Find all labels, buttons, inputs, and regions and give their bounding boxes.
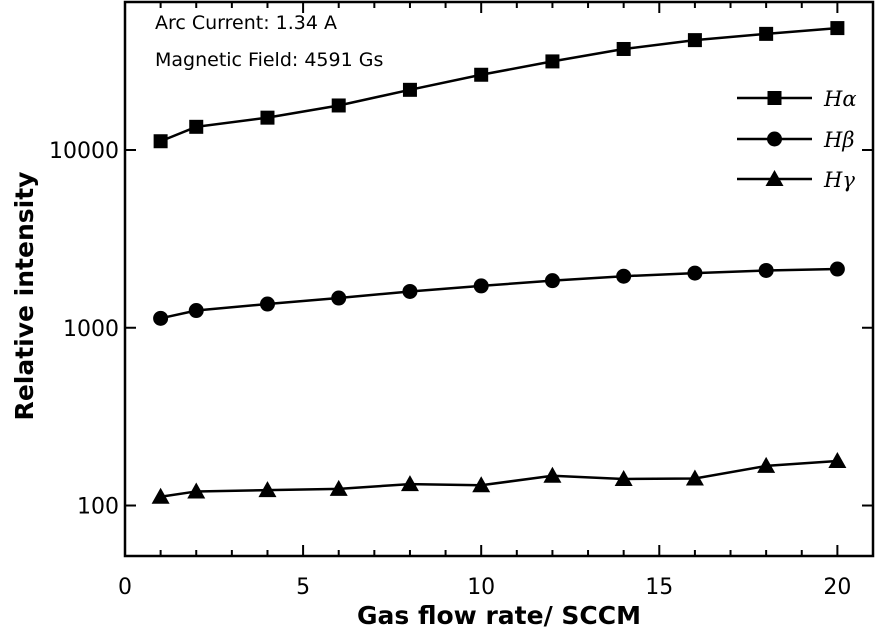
data-point [402, 82, 417, 97]
data-point [151, 487, 170, 504]
data-point [830, 21, 845, 36]
series-line [160, 267, 838, 320]
data-point [400, 475, 419, 492]
data-point [687, 265, 703, 281]
data-point [616, 41, 631, 56]
data-point [544, 273, 560, 289]
data-point [828, 452, 847, 469]
series-square [153, 21, 845, 149]
x-tick-label: 5 [296, 575, 310, 600]
x-tick-label: 0 [118, 575, 132, 600]
x-tick-label: 20 [823, 575, 851, 600]
data-point [188, 303, 204, 319]
data-point [402, 283, 418, 299]
x-axis-ticks: 0 5 10 15 20 [118, 2, 851, 600]
y-tick-label: 1000 [63, 317, 119, 342]
annotation-magnetic-field: Magnetic Field: 4591 Gs [155, 49, 383, 71]
series-layer [151, 21, 847, 504]
data-point [331, 98, 346, 113]
data-point [687, 33, 702, 48]
data-point [472, 476, 491, 493]
legend-marker [767, 91, 782, 105]
data-point [153, 134, 168, 149]
data-point [153, 310, 169, 326]
data-point [189, 119, 204, 134]
legend-label: Hγ [823, 168, 855, 192]
x-tick-label: 10 [467, 575, 495, 600]
legend: Hα Hβ Hγ [737, 87, 857, 192]
y-axis-title: Relative intensity [10, 172, 39, 421]
series-circle [153, 261, 845, 326]
data-point [757, 456, 776, 473]
data-point [758, 262, 774, 278]
data-point [260, 110, 275, 125]
legend-label: Hα [823, 87, 857, 111]
data-point [545, 54, 560, 69]
data-point [614, 469, 633, 486]
series-triangle [151, 452, 847, 504]
data-point [473, 278, 489, 294]
data-point [187, 482, 206, 499]
x-axis-title: Gas flow rate/ SCCM [357, 601, 641, 630]
y-tick-label: 10000 [49, 139, 119, 164]
data-point [259, 296, 275, 312]
data-point [685, 469, 704, 486]
data-point [759, 26, 774, 41]
y-tick-label: 100 [77, 495, 119, 520]
data-point [543, 466, 562, 483]
data-point [329, 479, 348, 496]
annotation-arc-current: Arc Current: 1.34 A [155, 12, 337, 34]
data-point [258, 481, 277, 498]
data-point [331, 290, 347, 306]
data-point [474, 67, 489, 82]
data-point [829, 261, 845, 277]
legend-marker [767, 131, 782, 147]
x-tick-label: 15 [645, 575, 673, 600]
y-axis-ticks: 100 1000 10000 [49, 139, 873, 520]
data-point [616, 268, 632, 284]
legend-label: Hβ [823, 128, 854, 152]
legend-marker [765, 170, 784, 186]
plot-frame [123, 0, 875, 558]
